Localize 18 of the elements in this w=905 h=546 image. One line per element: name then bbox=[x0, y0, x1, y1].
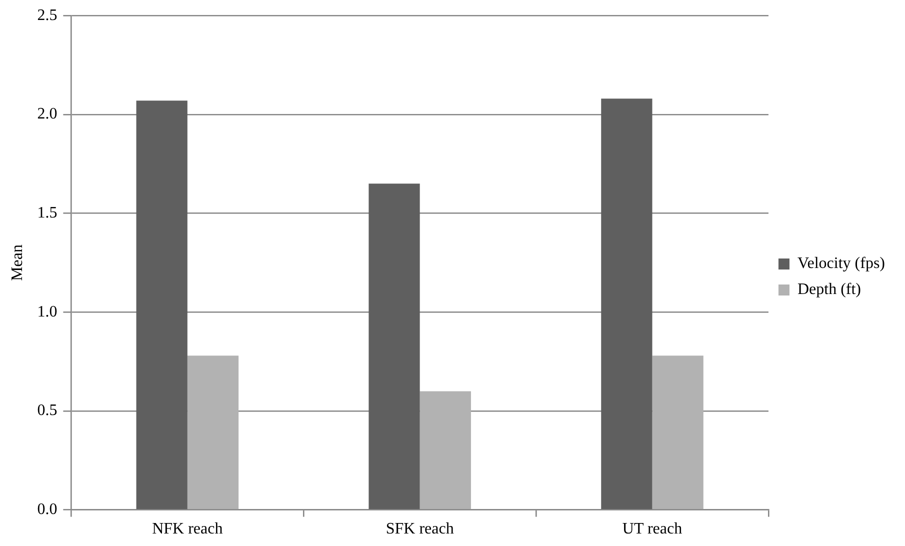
legend-label: Depth (ft) bbox=[797, 281, 861, 298]
x-tick-label: NFK reach bbox=[152, 520, 223, 538]
y-tick-label: 1.0 bbox=[37, 303, 58, 320]
y-tick-label: 2.5 bbox=[37, 6, 58, 24]
y-tick-label: 0.0 bbox=[37, 501, 58, 518]
y-tick-label: 2.0 bbox=[37, 106, 58, 123]
bar bbox=[136, 100, 188, 510]
bar bbox=[652, 356, 704, 510]
y-tick-label: 1.5 bbox=[37, 204, 58, 222]
y-axis-title: Mean bbox=[8, 244, 26, 281]
bar bbox=[601, 98, 652, 510]
legend-label: Velocity (fps) bbox=[797, 255, 885, 272]
y-tick-label: 0.5 bbox=[37, 402, 58, 420]
x-tick-label: UT reach bbox=[622, 520, 682, 538]
bar bbox=[420, 391, 471, 510]
x-tick-label: SFK reach bbox=[386, 520, 454, 538]
bar bbox=[187, 356, 239, 510]
bar bbox=[368, 184, 420, 510]
